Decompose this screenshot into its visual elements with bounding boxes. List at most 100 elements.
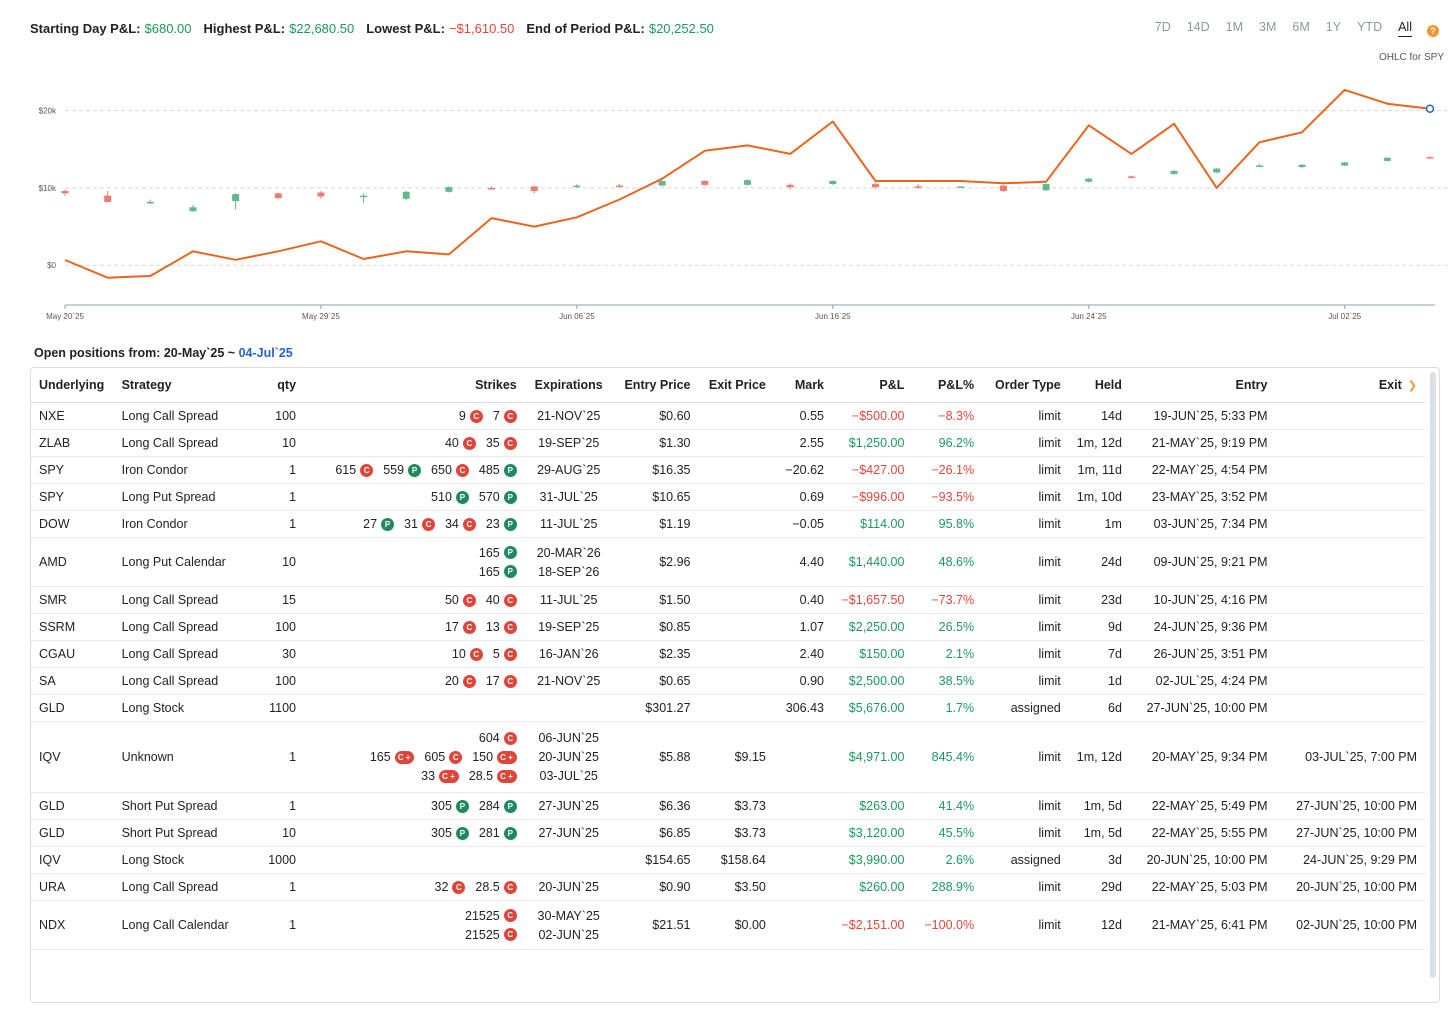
col-entry-price[interactable]: Entry Price <box>612 368 699 403</box>
candle-body <box>957 186 965 188</box>
col-expirations[interactable]: Expirations <box>524 368 613 403</box>
candle-body <box>914 186 922 188</box>
candle-body <box>701 180 709 185</box>
range-1m[interactable]: 1M <box>1225 20 1244 34</box>
table-row[interactable]: NXE Long Call Spread 100 9 C 7 C 21-NOV`25 $0.60… <box>31 402 1425 430</box>
table-row[interactable]: CGAU Long Call Spread 30 10 C 5 C 16-JAN`26 $2.3… <box>31 640 1425 668</box>
cell-exit-price <box>698 640 774 668</box>
put-badge-icon: P <box>455 799 469 813</box>
col-exit-price[interactable]: Exit Price <box>698 368 774 403</box>
col-strikes[interactable]: Strikes <box>304 368 525 403</box>
strike-value: 13 <box>485 620 500 634</box>
range-all[interactable]: All <box>1398 20 1412 37</box>
strike-value: 650 <box>431 463 452 477</box>
range-14d[interactable]: 14D <box>1186 20 1210 34</box>
cell-exit <box>1275 694 1425 722</box>
pnl-line <box>64 88 1431 279</box>
cell-pnl: −$2,151.00 <box>832 900 913 950</box>
chevron-down-icon: ❯ <box>1407 380 1417 392</box>
strike-value: 21525 <box>465 908 500 923</box>
cell-strategy: Long Call Spread <box>113 667 248 695</box>
table-row[interactable]: IQV Unknown 1 604 C 165 C +605 C 150 C +33 C +28.5… <box>31 721 1425 793</box>
strike-leg: 165 P <box>479 546 517 560</box>
time-range-selector: 7D 14D 1M 3M 6M 1Y YTD All <box>1155 20 1412 37</box>
col-pnl[interactable]: P&L <box>832 368 913 403</box>
strike-leg: 305 P <box>431 826 469 840</box>
cell-exit <box>1275 537 1425 587</box>
table-row[interactable]: IQV Long Stock 1000 $154.65 $158.64 $3,990.00… <box>31 846 1425 874</box>
cell-entry-price: $2.96 <box>612 537 699 587</box>
call-badge-icon: C <box>469 409 483 423</box>
call-badge-icon: C + <box>439 769 459 783</box>
cell-pnl-pct: −100.0% <box>912 900 983 950</box>
cell-expirations: 16-JAN`26 <box>524 640 613 668</box>
range-7d[interactable]: 7D <box>1154 20 1171 34</box>
call-badge-icon: C <box>503 647 517 661</box>
cell-qty: 1000 <box>247 846 305 874</box>
expiration-date: 20-MAR`26 <box>536 545 601 560</box>
cell-pnl: −$1,657.50 <box>832 586 913 614</box>
table-row[interactable]: SPY Long Put Spread 1 510 P 570 P 31-JUL`25 $10.… <box>31 483 1425 511</box>
col-pnl-pct[interactable]: P&L% <box>912 368 983 403</box>
strike-leg: 165 P <box>479 565 517 579</box>
table-row[interactable]: URA Long Call Spread 1 32 C 28.5 C 20-JUN`25 $0.… <box>31 873 1425 901</box>
cell-pnl: $5,676.00 <box>832 694 913 722</box>
table-row[interactable]: AMD Long Put Calendar 10 165 P 165 P 20-MAR`26 1… <box>31 537 1425 587</box>
cell-mark: −0.05 <box>773 510 833 538</box>
cell-underlying: CGAU <box>31 640 114 668</box>
table-row[interactable]: ZLAB Long Call Spread 10 40 C 35 C 19-SEP`25 $1.… <box>31 429 1425 457</box>
put-badge-icon: P <box>503 799 517 813</box>
call-badge-icon: C <box>503 409 517 423</box>
cell-entry-price: $6.85 <box>612 819 699 847</box>
table-row[interactable]: SPY Iron Condor 1 615 C 559 P 650 C 485 P 29-AUG`25… <box>31 456 1425 484</box>
candle-body <box>232 194 240 202</box>
positions-table: Underlying Strategy qty Strikes Expirati… <box>30 367 1440 1003</box>
table-row[interactable]: SSRM Long Call Spread 100 17 C 13 C 19-SEP`25 $0… <box>31 613 1425 641</box>
cell-exit-price: $9.15 <box>698 721 774 793</box>
table-row[interactable]: NDX Long Call Calendar 1 21525 C 21525 C 30-MAY… <box>31 900 1425 950</box>
cell-expirations: 19-SEP`25 <box>524 613 613 641</box>
cell-underlying: DOW <box>31 510 114 538</box>
strike-value: 31 <box>404 517 418 531</box>
col-mark[interactable]: Mark <box>773 368 833 403</box>
strike-leg: 559 P <box>383 463 422 477</box>
strike-leg: 28.5 C + <box>469 769 517 783</box>
table-row[interactable]: SMR Long Call Spread 15 50 C 40 C 11-JUL`25 $1.5… <box>31 586 1425 614</box>
cell-entry-price: $21.51 <box>612 900 699 950</box>
table-row[interactable]: GLD Short Put Spread 10 305 P 281 P 27-JUN`25 $6… <box>31 819 1425 847</box>
cell-underlying: SSRM <box>31 613 114 641</box>
strike-leg: 305 P <box>431 799 469 813</box>
help-icon[interactable]: ? <box>1427 25 1439 37</box>
table-row[interactable]: DOW Iron Condor 1 27 P 31 C 34 C 23 P 11-JUL`25 $1.1… <box>31 510 1425 538</box>
range-3m[interactable]: 3M <box>1259 20 1277 34</box>
scrollbar[interactable] <box>1430 372 1436 978</box>
table-row[interactable]: GLD Short Put Spread 1 305 P 284 P 27-JUN`25 $6.… <box>31 792 1425 820</box>
cell-entry: 10-JUN`25, 4:16 PM <box>1129 586 1276 614</box>
table-row[interactable]: GLD Long Stock 1100 $301.27 306.43 $5,676.00 1… <box>31 694 1425 722</box>
col-exit[interactable]: Exit ❯ <box>1275 368 1425 403</box>
range-ytd[interactable]: YTD <box>1357 20 1383 34</box>
col-held[interactable]: Held <box>1068 368 1130 403</box>
cell-held: 23d <box>1068 586 1130 614</box>
col-qty[interactable]: qty <box>247 368 305 403</box>
range-1y[interactable]: 1Y <box>1325 20 1342 34</box>
col-underlying[interactable]: Underlying <box>31 368 114 403</box>
cell-strikes: 510 P 570 P <box>304 483 525 511</box>
col-entry[interactable]: Entry <box>1129 368 1276 403</box>
positions-end-date[interactable]: 04-Jul`25 <box>238 346 293 360</box>
strike-leg: 570 P <box>479 490 517 504</box>
strike-value: 305 <box>431 826 452 840</box>
cell-mark <box>773 900 833 950</box>
col-strategy[interactable]: Strategy <box>113 368 248 403</box>
cell-expirations: 06-JUN`25 20-JUN`25 03-JUL`25 <box>524 721 613 793</box>
expiration-date: 18-SEP`26 <box>538 564 600 579</box>
table-row[interactable]: SA Long Call Spread 100 20 C 17 C 21-NOV`25 $0.6… <box>31 667 1425 695</box>
cell-entry-price: $0.85 <box>612 613 699 641</box>
strike-value: 281 <box>478 826 500 840</box>
range-6m[interactable]: 6M <box>1292 20 1310 34</box>
cell-exit-price <box>698 429 774 457</box>
col-order-type[interactable]: Order Type <box>982 368 1069 403</box>
y-tick-label: $10k <box>39 184 57 193</box>
strike-value: 485 <box>478 463 500 477</box>
cell-qty: 100 <box>247 613 305 641</box>
